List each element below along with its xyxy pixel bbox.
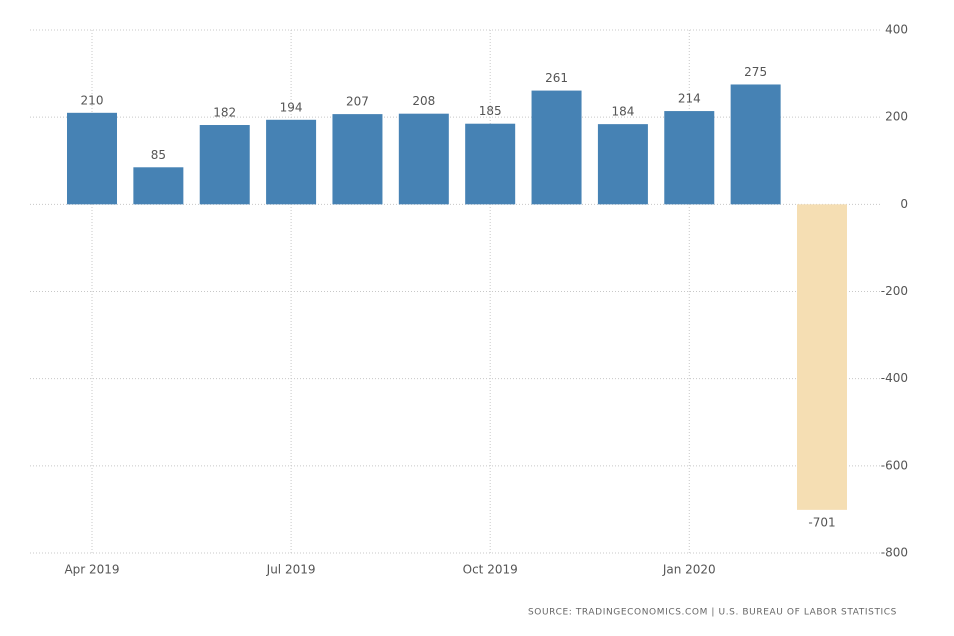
x-tick-label: Jul 2019 xyxy=(266,563,316,577)
value-label: 214 xyxy=(678,92,701,106)
bar xyxy=(199,125,250,205)
value-label: 210 xyxy=(81,93,104,107)
y-tick-label: -400 xyxy=(881,371,908,385)
y-tick-label: -800 xyxy=(881,546,908,560)
value-label: 207 xyxy=(346,95,369,109)
bar xyxy=(67,112,117,205)
x-tick-label: Oct 2019 xyxy=(463,563,518,577)
y-tick-label: -200 xyxy=(881,284,908,298)
bar xyxy=(266,119,317,205)
value-label: 208 xyxy=(412,94,435,108)
value-label: 275 xyxy=(744,65,767,79)
value-label: -701 xyxy=(808,515,835,529)
x-tick-label: Apr 2019 xyxy=(64,563,119,577)
value-label: 182 xyxy=(213,106,236,120)
bar xyxy=(664,111,715,205)
source-note: SOURCE: TRADINGECONOMICS.COM | U.S. BURE… xyxy=(528,608,897,618)
value-label: 85 xyxy=(151,148,166,162)
y-tick-label: 200 xyxy=(885,110,908,124)
value-label: 184 xyxy=(611,105,634,119)
bar xyxy=(531,90,582,205)
y-tick-label: 400 xyxy=(885,23,908,37)
bar xyxy=(133,167,184,205)
x-tick-label: Jan 2020 xyxy=(662,563,716,577)
value-label: 261 xyxy=(545,71,568,85)
y-tick-label: -600 xyxy=(881,458,908,472)
bar xyxy=(332,114,383,205)
value-label: 194 xyxy=(280,100,303,114)
bar xyxy=(465,123,516,205)
bar xyxy=(730,84,781,205)
value-label: 185 xyxy=(479,104,502,118)
bar xyxy=(797,204,847,510)
y-tick-label: 0 xyxy=(900,197,908,211)
bar xyxy=(398,113,449,205)
bar xyxy=(597,124,648,205)
